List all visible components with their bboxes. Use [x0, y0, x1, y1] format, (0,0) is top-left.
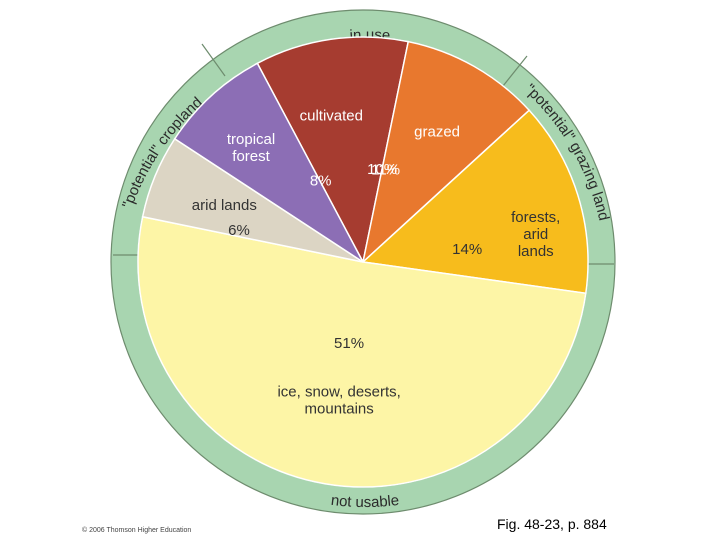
pie-slices [137, 36, 589, 488]
slice-label-forests-arid-lands: forests, arid lands [511, 209, 560, 260]
slice-label-line: arid lands [192, 197, 257, 214]
slice-label-arid-lands: arid lands [192, 197, 257, 214]
slice-label-line: forest [232, 148, 270, 165]
slice-label-tropical-forest: tropical forest [227, 131, 275, 165]
slice-label-line: lands [518, 243, 554, 260]
slice-label-line: ice, snow, deserts, [277, 383, 400, 400]
slice-percent-grazed: 10% [367, 161, 397, 178]
slice-percent-tropical-forest: 8% [310, 172, 332, 189]
pie-slice-tropical-forest [173, 62, 364, 263]
pie-slice-grazed [361, 40, 531, 265]
pie-labels: cultivated 11% grazed 10% forests, arid lands 1… [192, 107, 561, 417]
copyright-notice: © 2006 Thomson Higher Education [82, 527, 192, 534]
slice-label-line: cultivated [300, 107, 363, 124]
ring-label-not-usable: not usable [330, 492, 400, 511]
slice-percent-ice-snow-deserts-mountains: 51% [334, 335, 364, 352]
pie-slice-forests-arid-lands [361, 109, 589, 295]
slice-label-grazed: grazed [414, 124, 460, 141]
figure-caption: Fig. 48-23, p. 884 [497, 516, 607, 532]
pie-slice-ice-snow-deserts-mountains [137, 215, 587, 488]
slice-label-line: tropical [227, 131, 275, 148]
slice-percent-arid-lands: 6% [228, 222, 250, 239]
outer-ring-dividers [113, 43, 614, 265]
slice-label-line: mountains [305, 400, 374, 417]
divider-top-right [502, 55, 528, 87]
slice-label-ice-snow-deserts-mountains: ice, snow, deserts, mountains [277, 383, 400, 417]
slice-percent-cultivated: 11% [371, 162, 400, 179]
slice-label-line: arid [523, 226, 548, 243]
slice-percent-forests-arid-lands: 14% [452, 241, 482, 258]
slice-label-line: grazed [414, 124, 460, 141]
slice-label-cultivated: cultivated [300, 107, 363, 124]
pie-slice-cultivated [256, 36, 410, 265]
slice-label-line: forests, [511, 209, 560, 226]
divider-top-left [201, 43, 226, 77]
